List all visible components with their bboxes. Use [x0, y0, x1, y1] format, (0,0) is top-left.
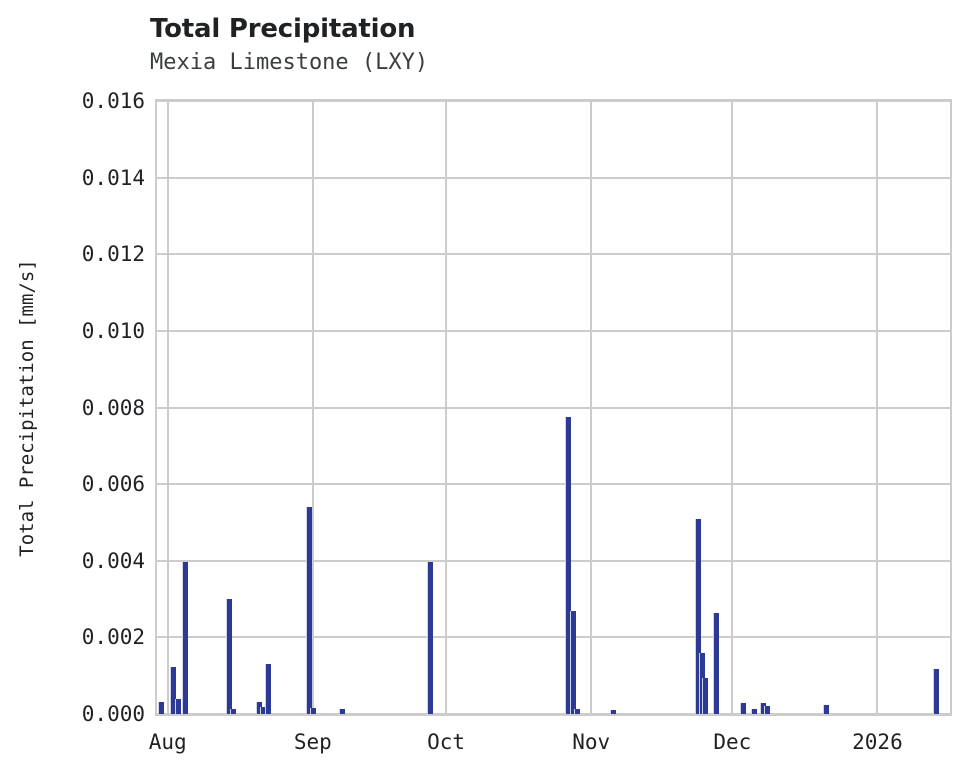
- bar: [174, 699, 181, 714]
- x-tick-label: 2026: [852, 730, 903, 754]
- gridline-vertical: [731, 101, 734, 714]
- bar: [181, 562, 188, 714]
- bar: [573, 708, 580, 714]
- gridline-horizontal: [157, 559, 950, 562]
- gridline-horizontal: [157, 406, 950, 409]
- bar: [610, 709, 617, 714]
- bar: [225, 598, 232, 714]
- bar: [712, 613, 719, 714]
- gridline-horizontal: [157, 253, 950, 256]
- x-tick-label: Aug: [148, 730, 187, 754]
- gridline-horizontal: [157, 483, 950, 486]
- bar: [426, 562, 433, 714]
- plot-inner: [157, 101, 950, 714]
- bar: [701, 678, 708, 714]
- bar: [158, 702, 165, 714]
- x-tick-label: Nov: [572, 730, 611, 754]
- y-tick-label: 0.010: [81, 318, 145, 343]
- y-tick-label: 0.004: [81, 548, 145, 573]
- gridline-horizontal: [157, 176, 950, 179]
- gridline-horizontal: [157, 713, 950, 714]
- plot-area: [155, 99, 952, 716]
- bar: [260, 707, 267, 714]
- bar: [822, 705, 829, 714]
- bar: [169, 667, 176, 714]
- gridline-vertical: [166, 101, 169, 714]
- bar: [338, 709, 345, 714]
- bar: [764, 706, 771, 714]
- bar: [740, 702, 747, 714]
- x-tick-label: Sep: [293, 730, 332, 754]
- gridline-vertical: [311, 101, 314, 714]
- bar: [256, 701, 263, 714]
- gridline-vertical: [590, 101, 593, 714]
- bar: [306, 506, 313, 714]
- y-tick-label: 0.016: [81, 89, 145, 113]
- bar: [265, 663, 272, 714]
- bar: [564, 417, 571, 714]
- y-tick-label: 0.006: [81, 472, 145, 497]
- gridline-horizontal: [157, 101, 950, 102]
- x-tick-label: Oct: [427, 730, 466, 754]
- page-title: Total Precipitation: [150, 14, 416, 44]
- bar: [933, 669, 940, 714]
- y-tick-label: 0.000: [81, 702, 145, 726]
- gridline-horizontal: [157, 329, 950, 332]
- chart-subtitle: Mexia Limestone (LXY): [150, 50, 429, 75]
- y-tick-label: 0.012: [81, 242, 145, 267]
- bar: [310, 707, 317, 714]
- gridline-vertical: [876, 101, 879, 714]
- bar: [229, 709, 236, 714]
- bar: [698, 652, 705, 714]
- x-axis-ticks: Aug Sep Oct Nov Dec 2026: [149, 730, 952, 760]
- y-tick-label: 0.014: [81, 165, 145, 190]
- bar: [569, 611, 576, 714]
- gridline-vertical: [445, 101, 448, 714]
- y-axis-ticks: 0.000 0.002 0.004 0.006 0.008 0.010 0.012 0.014…: [0, 89, 145, 726]
- x-tick-label: Dec: [713, 730, 752, 754]
- y-tick-label: 0.002: [81, 625, 145, 650]
- bar: [751, 709, 758, 714]
- bar: [760, 703, 767, 714]
- gridline-horizontal: [157, 636, 950, 639]
- bar: [694, 519, 701, 714]
- y-tick-label: 0.008: [81, 395, 145, 420]
